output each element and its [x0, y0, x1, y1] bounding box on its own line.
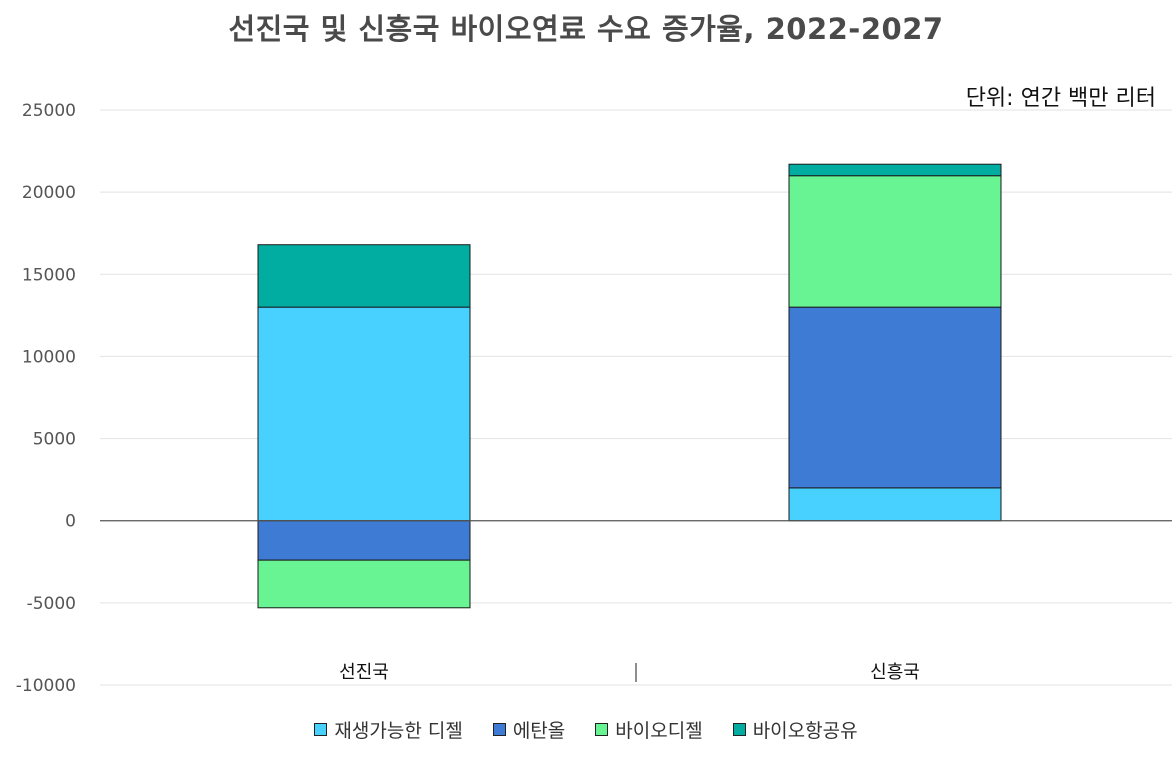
y-tick-label: -5000 [27, 594, 76, 614]
bar-segment [257, 244, 471, 308]
legend-swatch [732, 723, 746, 736]
legend-label: 바이오항공유 [752, 720, 858, 742]
y-tick-label: 10000 [22, 347, 76, 367]
bar-segment [257, 559, 471, 609]
legend-label: 재생가능한 디젤 [334, 720, 463, 742]
chart-title: 선진국 및 신흥국 바이오연료 수요 증가율, 2022-2027 [228, 12, 944, 46]
legend: 재생가능한 디젤 에탄올 바이오디젤 바이오항공유 [0, 716, 1172, 743]
y-tick-label: 25000 [22, 101, 76, 121]
y-tick-label: 15000 [22, 265, 76, 285]
legend-label: 에탄올 [512, 720, 566, 742]
legend-label: 바이오디젤 [615, 720, 703, 742]
y-tick-label: 0 [65, 512, 76, 532]
legend-item: 에탄올 [492, 716, 566, 743]
legend-swatch [314, 723, 328, 736]
legend-item: 바이오디젤 [595, 716, 703, 743]
y-tick-label: -10000 [16, 676, 76, 696]
category-label: 선진국 [339, 662, 389, 683]
legend-item: 바이오항공유 [732, 716, 858, 743]
bar-segment [788, 175, 1002, 308]
legend-swatch [492, 723, 506, 736]
bar-segment [257, 306, 471, 522]
bar-segment [257, 520, 471, 561]
unit-label: 단위: 연간 백만 리터 [965, 86, 1156, 111]
legend-swatch [595, 723, 609, 736]
y-tick-label: 5000 [33, 430, 76, 450]
y-tick-label: 20000 [22, 183, 76, 203]
chart-plot: 25000 20000 15000 10000 5000 0 -5000 -10000 선진국 신… [16, 101, 1172, 696]
bar-segment [788, 487, 1002, 522]
bar-segment [788, 163, 1002, 177]
legend-item: 재생가능한 디젤 [314, 716, 463, 743]
bar-segment [788, 306, 1002, 489]
category-label: 신흥국 [870, 662, 920, 683]
